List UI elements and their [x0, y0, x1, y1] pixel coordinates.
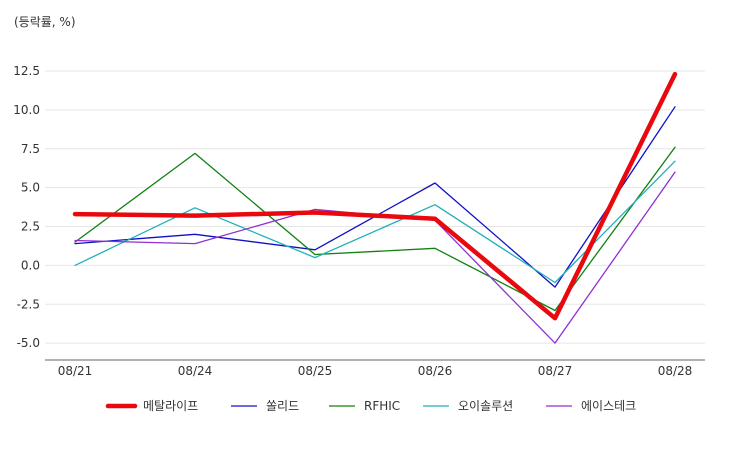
series-line-3	[74, 160, 676, 284]
y-tick-label: 0.0	[21, 258, 40, 272]
y-tick-labels: 12.5 10.0 7.5 5.0 2.5 0.0 -2.5 -5.0	[13, 64, 40, 350]
x-tick-labels: 08/21 08/24 08/25 08/26 08/27 08/28	[58, 364, 693, 378]
y-tick-label: -5.0	[17, 336, 40, 350]
series-line-2	[74, 146, 676, 312]
y-tick-label: 10.0	[13, 103, 40, 117]
y-tick-label: 5.0	[21, 181, 40, 195]
y-tick-label: 7.5	[21, 142, 40, 156]
legend-label: 오이솔루션	[458, 399, 513, 413]
y-tick-label: 2.5	[21, 220, 40, 234]
y-tick-label: -2.5	[17, 297, 40, 311]
x-tick-label: 08/28	[658, 364, 693, 378]
x-tick-label: 08/27	[538, 364, 573, 378]
x-tick-label: 08/25	[298, 364, 333, 378]
gridlines	[45, 70, 705, 344]
legend-label: 쏠리드	[266, 399, 299, 413]
legend-label: 메탈라이프	[143, 399, 198, 413]
y-axis-label: (등락률, %)	[14, 15, 76, 29]
y-tick-label: 12.5	[13, 64, 40, 78]
legend-label: RFHIC	[364, 399, 400, 413]
legend: 메탈라이프 쏠리드 RFHIC 오이솔루션 에이스테크	[105, 399, 636, 413]
legend-label: 에이스테크	[581, 399, 636, 413]
x-tick-label: 08/24	[178, 364, 213, 378]
x-tick-label: 08/26	[418, 364, 453, 378]
x-tick-label: 08/21	[58, 364, 93, 378]
series-line-0	[72, 71, 678, 321]
series-lines	[72, 71, 678, 344]
